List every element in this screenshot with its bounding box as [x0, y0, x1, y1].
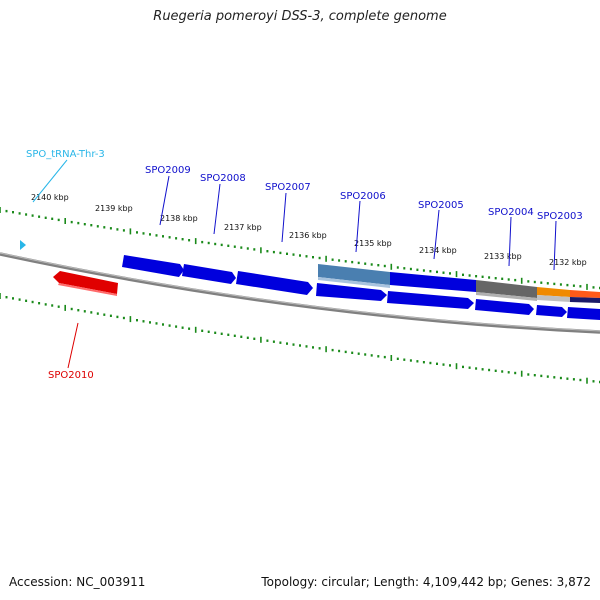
kbp-label: 2134 kbp: [419, 246, 457, 255]
gene-label-trna[interactable]: SPO_tRNA-Thr-3: [26, 149, 105, 160]
kbp-label: 2138 kbp: [160, 214, 198, 223]
kbp-label: 2136 kbp: [289, 231, 327, 240]
feature-block-row[interactable]: [318, 264, 600, 303]
kbp-label: 2132 kbp: [549, 258, 587, 267]
gene-spo2004[interactable]: [475, 299, 534, 315]
gene-spo2008[interactable]: [182, 264, 236, 284]
gene-label-spo2008[interactable]: SPO2008: [200, 173, 246, 184]
inner-ruler: [0, 293, 600, 384]
kbp-label: 2139 kbp: [95, 204, 133, 213]
callout-lines: [32, 159, 557, 369]
accession-text: Accession: NC_003911: [9, 575, 146, 589]
gene-label-spo2004[interactable]: SPO2004: [488, 207, 534, 218]
ruler-labels: 2140 kbp 2139 kbp 2138 kbp 2137 kbp 2136…: [31, 193, 587, 267]
trna-marker[interactable]: [20, 240, 26, 250]
gene-spo2003[interactable]: [536, 305, 600, 320]
gene-spo2007[interactable]: [236, 271, 313, 295]
gene-label-spo2003[interactable]: SPO2003: [537, 211, 583, 222]
genome-summary-text: Topology: circular; Length: 4,109,442 bp…: [261, 575, 591, 589]
gene-spo2010[interactable]: [53, 271, 118, 296]
gene-spo2005[interactable]: [387, 291, 474, 309]
gene-label-spo2006[interactable]: SPO2006: [340, 191, 386, 202]
genome-backbone: [0, 252, 600, 334]
outer-ruler: [0, 207, 600, 290]
gene-label-spo2010[interactable]: SPO2010: [48, 370, 94, 381]
kbp-label: 2140 kbp: [31, 193, 69, 202]
map-title: Ruegeria pomeroyi DSS-3, complete genome: [153, 9, 447, 24]
gene-label-spo2009[interactable]: SPO2009: [145, 165, 191, 176]
gene-spo2006[interactable]: [316, 283, 387, 301]
kbp-label: 2133 kbp: [484, 252, 522, 261]
gene-label-spo2007[interactable]: SPO2007: [265, 182, 311, 193]
gene-label-spo2005[interactable]: SPO2005: [418, 200, 464, 211]
kbp-label: 2135 kbp: [354, 239, 392, 248]
genome-backbone-highlight: [0, 252, 600, 332]
gene-labels: SPO_tRNA-Thr-3 SPO2010 SPO2009 SPO2008 S…: [26, 149, 583, 381]
gene-spo2009[interactable]: [122, 255, 184, 277]
kbp-label: 2137 kbp: [224, 223, 262, 232]
